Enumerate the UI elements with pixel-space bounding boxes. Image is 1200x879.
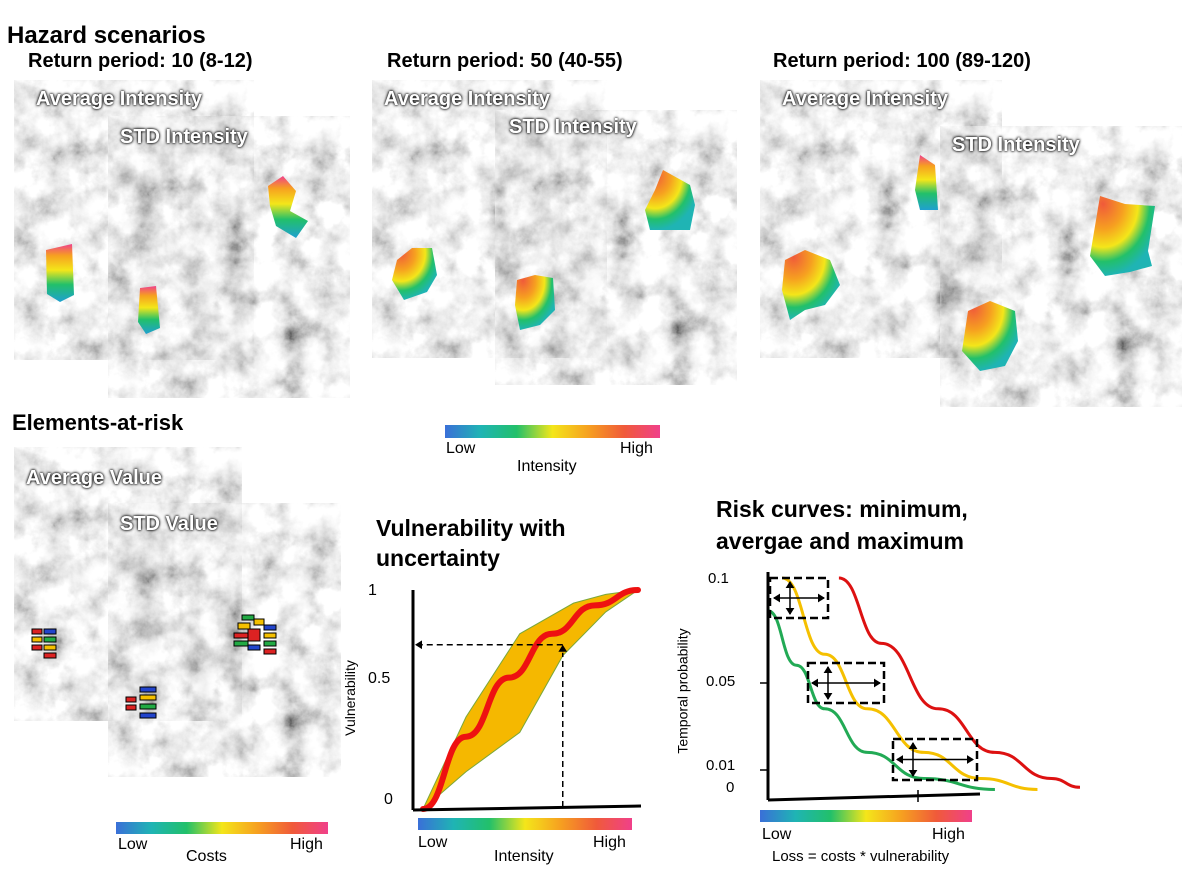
arrowhead (896, 755, 903, 764)
map-elements-std: STD Value (108, 503, 341, 777)
arrowhead (785, 581, 795, 588)
intensity-legend-low: Low (446, 440, 476, 457)
uncertainty-box (891, 737, 979, 782)
uncertainty-band (422, 589, 639, 810)
mean-vulnerability-line (420, 587, 641, 812)
risk-ytick-0-01: 0.01 (706, 757, 736, 774)
risk-title-line2: avergae and maximum (716, 528, 965, 554)
vuln-xlabel: Intensity (494, 848, 554, 865)
map-rp100-std: STD Intensity (940, 126, 1182, 407)
risk-curve-maximum (838, 576, 1081, 789)
vulnerability-title-line1: Vulnerability with (376, 515, 566, 541)
map-rp50-std: STD Intensity (495, 110, 737, 385)
arrowhead (558, 644, 568, 652)
hazard-zone (392, 248, 437, 300)
risk-curve-minimum (767, 609, 995, 791)
arrowhead (908, 742, 918, 749)
risk-ytick-0-05: 0.05 (706, 673, 736, 690)
intensity-colorbar (445, 425, 660, 438)
vuln-xtick-high: High (593, 834, 626, 851)
scenario-title-rp100: Return period: 100 (89-120) (773, 50, 1031, 72)
hazard-zone (1090, 196, 1155, 276)
arrowhead (874, 678, 881, 688)
vuln-ylabel: Vulnerability (341, 660, 358, 736)
risk-xlabel: Loss = costs * vulnerability (772, 848, 950, 865)
arrowhead (415, 640, 422, 650)
x-axis (412, 804, 642, 812)
vuln-ytick-1: 1 (368, 582, 377, 599)
intensity-legend-title: Intensity (517, 458, 577, 475)
hazard-zone (915, 155, 938, 210)
arrowhead (773, 593, 780, 603)
costs-legend-low: Low (118, 836, 148, 853)
hazard-zone (515, 275, 555, 330)
hazard-zone (962, 301, 1018, 371)
uncertainty-box (806, 661, 886, 705)
vuln-x-colorbar (418, 818, 632, 830)
elements-at-risk-heading: Elements-at-risk (12, 410, 184, 435)
vuln-ytick-0-5: 0.5 (368, 670, 391, 687)
building-cluster (233, 614, 277, 655)
dashed-box (768, 576, 830, 620)
costs-legend-title: Costs (186, 848, 227, 865)
x-axis (767, 792, 981, 802)
risk-curve-average (781, 576, 1038, 791)
building-cluster (31, 628, 57, 659)
risk-ytick-0: 0 (726, 779, 735, 796)
hazard-zone (782, 250, 840, 320)
risk-ylabel: Temporal probability (674, 628, 691, 754)
costs-colorbar (116, 822, 328, 834)
building-cluster (125, 686, 157, 719)
arrowhead (811, 678, 818, 688)
intensity-legend-high: High (620, 440, 653, 457)
dashed-box (806, 661, 886, 705)
arrowhead (785, 608, 795, 615)
arrowhead (823, 693, 833, 700)
vuln-ytick-0: 0 (384, 791, 393, 808)
risk-title-line1: Risk curves: minimum, (716, 496, 968, 522)
hazard-zone (138, 286, 160, 334)
arrowhead (818, 593, 825, 603)
arrowhead (908, 770, 918, 777)
hazard-scenarios-heading: Hazard scenarios (7, 22, 206, 49)
vulnerability-title-line2: uncertainty (376, 545, 500, 571)
risk-ytick-0-1: 0.1 (708, 570, 729, 587)
risk-x-colorbar (760, 810, 972, 822)
costs-legend-high: High (290, 836, 323, 853)
arrowhead (823, 666, 833, 673)
risk-xtick-high: High (932, 826, 965, 843)
hazard-zone (268, 176, 308, 238)
map-rp10-std: STD Intensity (108, 116, 350, 398)
scenario-title-rp10: Return period: 10 (8-12) (28, 50, 253, 72)
hazard-zone (46, 244, 74, 302)
dashed-box (891, 737, 979, 782)
arrowhead (967, 755, 974, 764)
hazard-zone (645, 170, 695, 230)
uncertainty-box (768, 576, 830, 620)
risk-xtick-low: Low (762, 826, 792, 843)
vuln-xtick-low: Low (418, 834, 448, 851)
scenario-title-rp50: Return period: 50 (40-55) (387, 50, 623, 72)
